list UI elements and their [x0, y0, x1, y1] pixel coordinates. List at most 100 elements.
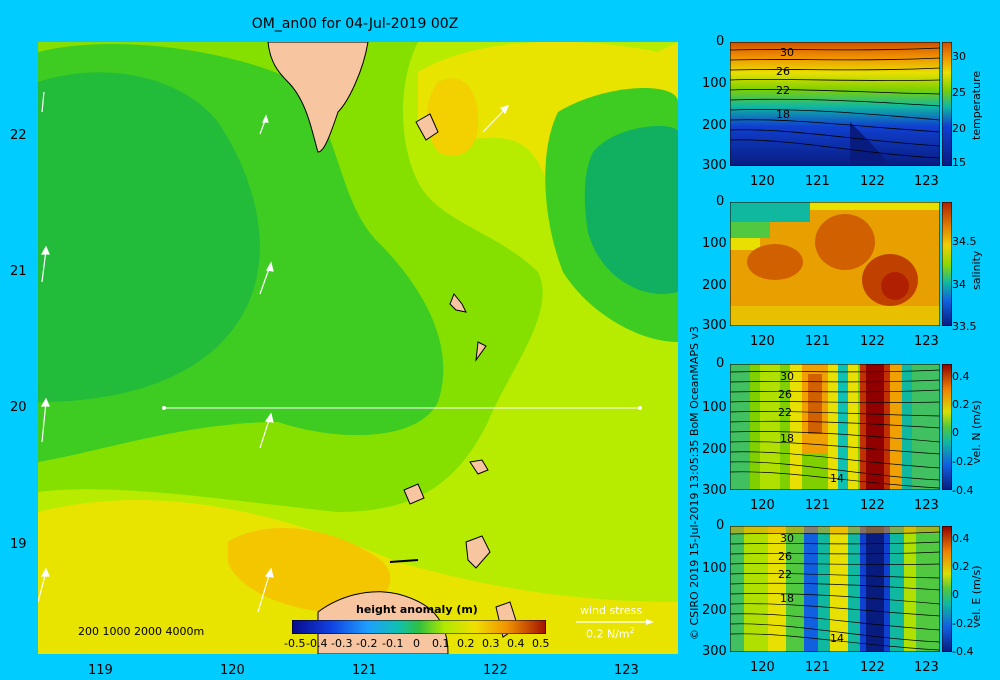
veln-cb-tick: 0 [952, 426, 959, 439]
cb-tick: 0.1 [432, 637, 450, 650]
veln-x-tick: 121 [805, 498, 830, 513]
temp-cb-tick: 15 [952, 156, 966, 169]
veln-y-tick: 0 [716, 356, 725, 371]
map-y-tick: 19 [10, 537, 27, 552]
sal-cb-tick: 34.5 [952, 235, 977, 248]
svg-text:18: 18 [780, 432, 794, 445]
veln-y-tick: 100 [702, 400, 727, 415]
map-title: OM_an00 for 04-Jul-2019 00Z [251, 16, 459, 32]
vele-cb-tick: -0.2 [952, 617, 974, 630]
veln-section: 30 26 22 18 14 [730, 364, 940, 490]
cb-tick: -0.1 [382, 637, 404, 650]
veln-colorbar [942, 364, 952, 490]
veln-x-tick: 123 [914, 498, 939, 513]
temperature-section: 30 26 22 18 [730, 42, 940, 166]
land-island [465, 535, 491, 569]
map-x-tick: 122 [483, 663, 508, 678]
svg-text:30: 30 [780, 46, 794, 59]
temp-x-tick: 122 [860, 174, 885, 189]
svg-text:30: 30 [780, 370, 794, 383]
vele-cb-tick: 0.2 [952, 560, 970, 573]
veln-x-tick: 120 [750, 498, 775, 513]
vele-x-tick: 123 [914, 660, 939, 675]
cb-tick: 0 [413, 637, 420, 650]
svg-text:26: 26 [778, 550, 792, 563]
wind-scale-value: 0.2 N/m2 [586, 626, 635, 641]
veln-x-tick: 122 [860, 498, 885, 513]
svg-text:14: 14 [830, 632, 844, 645]
svg-text:22: 22 [778, 406, 792, 419]
depth-legend: 200 1000 2000 4000m [78, 625, 205, 638]
veln-label: vel. N (m/s) [970, 400, 983, 464]
temp-x-tick: 121 [805, 174, 830, 189]
veln-cb-tick: -0.4 [952, 484, 974, 497]
credit-text: © CSIRO 2019 15-Jul-2019 13:05:35 BoM Oc… [688, 326, 701, 640]
map-x-tick: 121 [352, 663, 377, 678]
vele-cb-tick: -0.4 [952, 645, 974, 658]
svg-text:26: 26 [778, 388, 792, 401]
veln-cb-tick: -0.2 [952, 455, 974, 468]
temp-cb-tick: 30 [952, 50, 966, 63]
sal-y-tick: 300 [702, 318, 727, 333]
cb-tick: 0.2 [457, 637, 475, 650]
sal-label: salinity [970, 250, 983, 290]
anomaly-region [38, 72, 260, 403]
veln-cb-tick: 0.2 [952, 398, 970, 411]
temp-cb-tick: 25 [952, 86, 966, 99]
cb-tick: 0.5 [532, 637, 550, 650]
svg-text:18: 18 [776, 108, 790, 121]
map-y-tick: 22 [10, 128, 27, 143]
svg-text:22: 22 [778, 568, 792, 581]
cb-tick: -0.5 [284, 637, 306, 650]
cb-tick: -0.3 [331, 637, 353, 650]
colorbar-title: height anomaly (m) [356, 603, 478, 616]
cb-tick: -0.2 [356, 637, 378, 650]
vele-x-tick: 120 [750, 660, 775, 675]
svg-text:18: 18 [780, 592, 794, 605]
veln-y-tick: 200 [702, 442, 727, 457]
sal-y-tick: 100 [702, 236, 727, 251]
temp-y-tick: 100 [702, 76, 727, 91]
anomaly-region [584, 126, 678, 294]
map-x-tick: 119 [88, 663, 113, 678]
vele-label: vel. E (m/s) [970, 565, 983, 628]
sal-x-tick: 120 [750, 334, 775, 349]
vele-x-tick: 121 [805, 660, 830, 675]
temp-colorbar [942, 42, 952, 166]
temp-y-tick: 0 [716, 34, 725, 49]
map-y-tick: 21 [10, 264, 27, 279]
sal-cb-tick: 34 [952, 278, 966, 291]
temp-y-tick: 200 [702, 118, 727, 133]
wind-arrows [38, 91, 510, 613]
temp-x-tick: 120 [750, 174, 775, 189]
vele-cb-tick: 0.4 [952, 532, 970, 545]
temp-label: temperature [970, 70, 983, 140]
height-anomaly-colorbar [292, 620, 546, 634]
vele-colorbar [942, 526, 952, 652]
svg-text:26: 26 [776, 65, 790, 78]
land-island [415, 113, 439, 141]
vele-cb-tick: 0 [952, 588, 959, 601]
sal-y-tick: 0 [716, 194, 725, 209]
cb-tick: -0.4 [306, 637, 328, 650]
map-y-tick: 20 [10, 400, 27, 415]
temp-y-tick: 300 [702, 158, 727, 173]
anomaly-region [426, 78, 478, 156]
sal-x-tick: 121 [805, 334, 830, 349]
temp-x-tick: 123 [914, 174, 939, 189]
wind-scale-arrow [576, 619, 654, 625]
land-taiwan [267, 42, 369, 153]
vele-x-tick: 122 [860, 660, 885, 675]
vele-y-tick: 200 [702, 603, 727, 618]
vele-y-tick: 0 [716, 518, 725, 533]
land-island [449, 293, 467, 313]
anomaly-region [228, 528, 391, 613]
cb-tick: 0.3 [482, 637, 500, 650]
salinity-section [730, 202, 940, 326]
map-x-tick: 123 [614, 663, 639, 678]
temp-cb-tick: 20 [952, 122, 966, 135]
sal-colorbar [942, 202, 952, 326]
veln-y-tick: 300 [702, 483, 727, 498]
cb-tick: 0.4 [507, 637, 525, 650]
vele-section: 30 26 22 18 14 [730, 526, 940, 652]
